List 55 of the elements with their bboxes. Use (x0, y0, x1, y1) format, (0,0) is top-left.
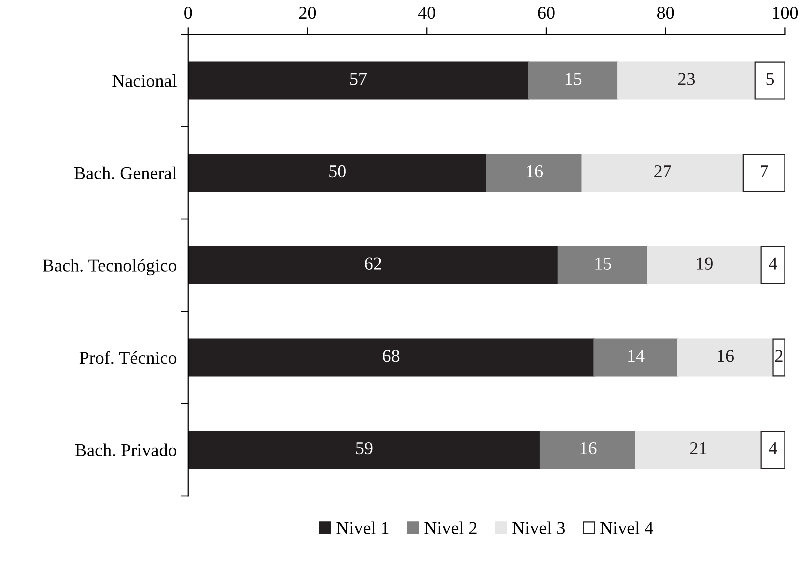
legend-label: Nivel 2 (424, 522, 477, 534)
data-label: 50 (330, 165, 346, 178)
y-tick-label: Prof. Técnico (80, 351, 177, 364)
data-label: 16 (527, 165, 544, 178)
data-label: 68 (383, 350, 400, 362)
data-label: 16 (718, 350, 734, 362)
data-label: 62 (365, 258, 382, 270)
x-tick-label: 80 (658, 6, 674, 20)
bar (582, 154, 744, 192)
data-label: 59 (356, 442, 373, 455)
bar (594, 338, 678, 377)
bar (188, 246, 559, 284)
data-label: 16 (580, 442, 597, 455)
y-tick-label: Bach. Privado (75, 444, 177, 457)
bar (742, 154, 786, 192)
bar (188, 338, 595, 377)
legend-label: Nivel 3 (512, 522, 566, 534)
data-label: 5 (766, 73, 774, 86)
x-tick-label: 60 (538, 6, 555, 20)
y-tick-label: Nacional (112, 74, 177, 88)
bar (618, 62, 756, 100)
bar (754, 62, 786, 100)
bar (540, 431, 637, 470)
bar (647, 246, 762, 284)
bar (760, 431, 786, 470)
legend-label: Nivel 1 (336, 522, 389, 534)
y-tick-label: Bach. Tecnológico (43, 259, 177, 276)
x-tick-label: 0 (184, 6, 192, 20)
data-label: 57 (350, 73, 367, 86)
bar (188, 154, 488, 192)
x-tick-label: 20 (300, 6, 316, 20)
bar (635, 431, 762, 470)
data-label: 4 (769, 258, 778, 270)
legend-label: Nivel 4 (600, 522, 654, 534)
data-label: 4 (769, 442, 778, 454)
bar (677, 338, 774, 377)
bar (558, 246, 648, 284)
data-label: 21 (690, 442, 707, 454)
data-label: 14 (628, 350, 645, 362)
data-label: 19 (697, 258, 713, 270)
bar (188, 62, 530, 100)
data-label: 15 (596, 258, 612, 270)
data-label: 2 (776, 350, 783, 362)
bar (528, 62, 619, 100)
data-label: 7 (760, 166, 768, 178)
bar (486, 154, 583, 192)
y-tick-label: Bach. General (74, 166, 177, 180)
bar (772, 338, 786, 377)
data-label: 27 (654, 165, 672, 178)
x-tick-label: 100 (773, 6, 798, 20)
bar (760, 246, 786, 284)
data-label: 15 (566, 73, 582, 86)
data-label: 23 (678, 73, 696, 86)
x-tick-label: 40 (418, 6, 436, 20)
bar (188, 431, 542, 470)
